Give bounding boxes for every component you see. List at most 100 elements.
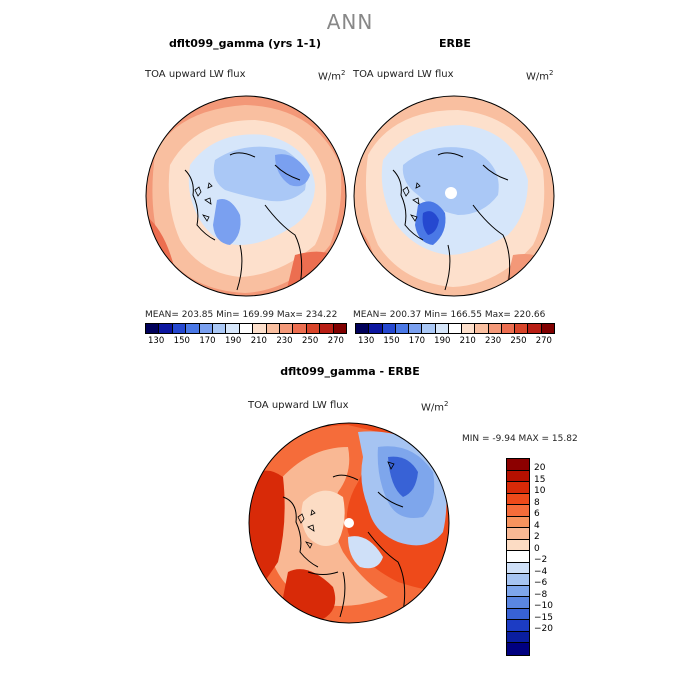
diff-colorbar-swatch [507,528,529,540]
diff-colorbar-swatch [507,631,529,643]
diff-colorbar-tick-label: 15 [534,474,546,485]
colorbar-swatch [265,324,280,333]
colorbar-swatch [292,324,306,333]
colorbar-swatch [368,324,382,333]
colorbar-tick-label: 250 [510,336,527,346]
panel-3-variable: TOA upward LW flux [248,400,349,411]
colorbar-swatch [225,324,239,333]
colorbar-tick-label: 230 [484,336,502,346]
panel-2-colorbar-labels: 130 150 170 190 210 230 250 270 [358,336,552,346]
diff-colorbar-tick-label: 6 [534,509,540,519]
colorbar-swatch [487,324,501,333]
diff-colorbar-tick-label: 20 [534,463,546,473]
diff-colorbar-swatch [507,505,529,517]
cold-core-3 [275,154,310,187]
colorbar-swatch [394,324,409,333]
colorbar-tick-label: 150 [383,336,400,346]
colorbar-swatch [447,324,462,333]
panel-1-title: dflt099_gamma (yrs 1-1) [168,37,322,50]
colorbar-swatch [279,324,293,333]
diff-colorbar-tick-label: −10 [534,601,553,611]
colorbar-swatch [158,324,172,333]
colorbar-swatch [319,324,333,333]
diff-colorbar-swatch [507,551,529,563]
panel-2-map [353,95,555,297]
diff-colorbar-swatch [507,562,529,574]
colorbar-swatch [474,324,488,333]
colorbar-tick-label: 190 [434,336,451,346]
pole-hole [344,518,354,528]
diff-colorbar-labels: 20 15 10 8 6 4 2 0 −2 −4 −6 −8 −10 −15 −20 [534,463,574,636]
diff-colorbar [506,458,530,656]
colorbar-swatch [461,324,475,333]
cold-core-1 [402,147,499,215]
diff-colorbar-swatch [507,516,529,528]
diff-colorbar-tick-label: −6 [534,578,548,588]
panel-2-stats: MEAN= 200.37 Min= 166.55 Max= 220.66 [353,310,546,320]
diff-colorbar-tick-label: 8 [534,497,540,508]
colorbar-swatch [514,324,528,333]
figure-title: ANN [326,10,374,34]
diff-colorbar-swatch [507,620,529,632]
colorbar-tick-label: 210 [250,336,267,346]
colorbar-tick-label: 150 [173,336,190,346]
colorbar-swatch [305,324,320,333]
coastline-2 [297,461,395,549]
diff-colorbar-swatch [507,597,529,609]
diff-colorbar-tick-label: 2 [534,532,540,542]
diff-colorbar-tick-label: −8 [534,589,548,600]
panel-2-units: W/m2 [526,69,554,83]
colorbar-tick-label: 170 [199,336,216,346]
coastline-1 [184,152,303,291]
panel-1-map [145,95,347,297]
colorbar-swatch [500,324,515,333]
coastline-1 [392,152,511,291]
colorbar-swatch [434,324,448,333]
negative-core-2 [388,456,418,497]
diff-colorbar-swatch [507,482,529,494]
diff-colorbar-swatch [507,574,529,586]
cold-core-3 [422,211,439,235]
colorbar-tick-label: 130 [358,336,375,346]
cold-core-2 [213,199,241,245]
colorbar-tick-label: 130 [148,336,165,346]
panel-3-map [248,422,450,624]
colorbar-tick-label: 230 [276,336,293,346]
colorbar-swatch [527,324,541,333]
diff-colorbar-tick-label: −15 [534,612,553,623]
colorbar-swatch [212,324,226,333]
diff-colorbar-tick-label: −20 [534,624,553,634]
coastline-2 [402,182,421,222]
colorbar-swatch [146,324,159,333]
panel-3-units: W/m2 [421,400,449,414]
colorbar-tick-label: 270 [535,336,552,346]
colorbar-tick-label: 190 [225,336,242,346]
negative-core-3 [348,536,383,569]
colorbar-swatch [408,324,422,333]
diff-colorbar-swatch [507,608,529,620]
colorbar-swatch [332,324,347,333]
colorbar-swatch [238,324,253,333]
diff-colorbar-swatch [507,459,529,471]
colorbar-swatch [171,324,186,333]
colorbar-tick-label: 270 [327,336,344,346]
pole-hole [445,187,457,199]
diff-colorbar-swatch [507,493,529,505]
panel-2-colorbar [355,323,555,334]
colorbar-swatch [252,324,266,333]
diff-colorbar-tick-label: 4 [534,520,540,531]
diff-colorbar-tick-label: −2 [534,555,548,565]
panel-1-colorbar [145,323,347,334]
colorbar-swatch [421,324,435,333]
coastline-1 [282,474,406,618]
diff-colorbar-swatch [507,539,529,551]
diff-colorbar-tick-label: −4 [534,566,548,577]
panel-2-variable: TOA upward LW flux [353,69,454,80]
diff-colorbar-tick-label: 0 [534,543,540,554]
panel-1-colorbar-labels: 130 150 170 190 210 230 250 270 [148,336,344,346]
coastline-2 [194,182,213,222]
colorbar-swatch [185,324,199,333]
diff-colorbar-tick-label: 10 [534,486,546,496]
near-zero-band [301,490,345,546]
colorbar-tick-label: 170 [408,336,426,346]
